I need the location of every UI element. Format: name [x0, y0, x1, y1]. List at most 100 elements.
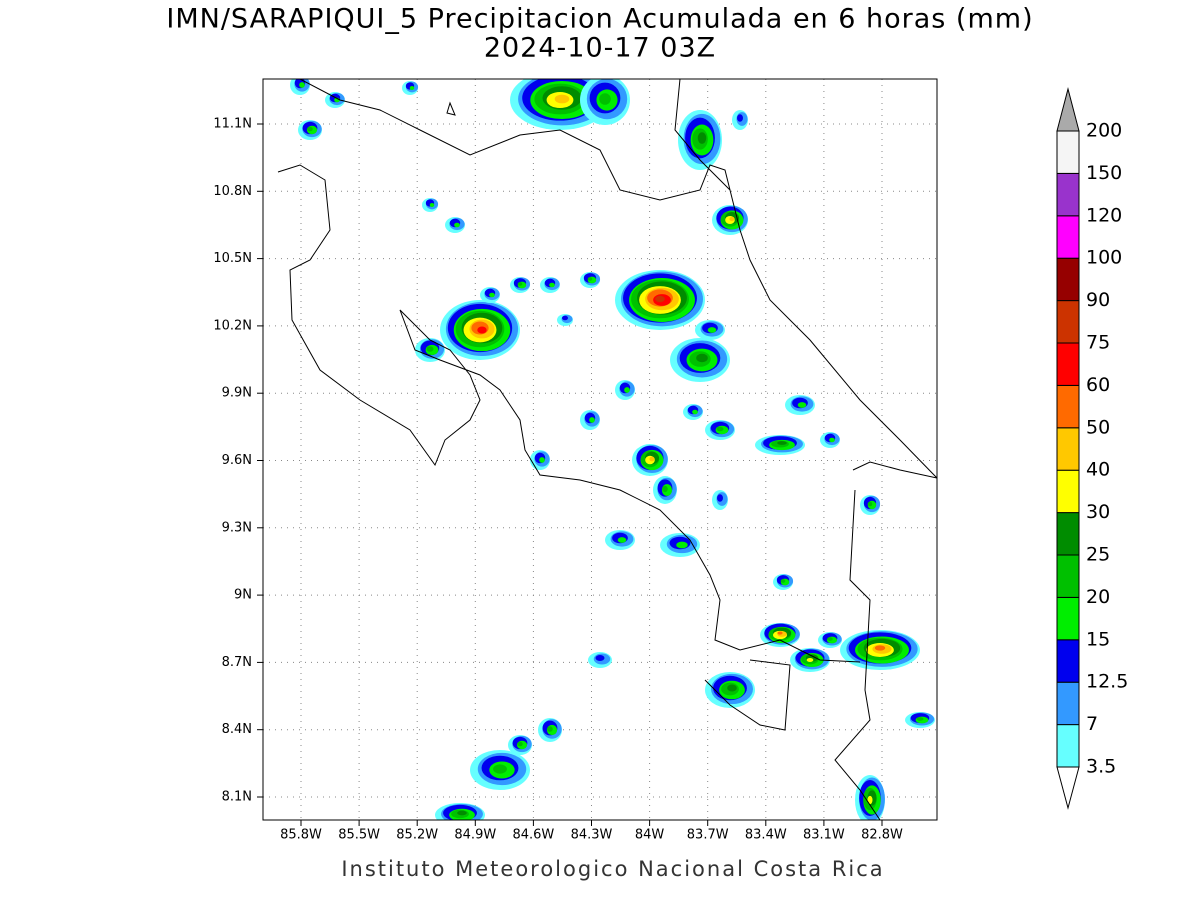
precip-contour: [589, 417, 595, 423]
precip-contour: [307, 126, 313, 132]
lon-tick-label: 83.4W: [745, 828, 787, 843]
precip-contour: [806, 658, 814, 662]
colorbar-label: 50: [1086, 416, 1110, 438]
precip-contour: [777, 441, 787, 445]
precip-contour: [797, 402, 807, 408]
colorbar-label: 15: [1086, 628, 1110, 650]
caribbean-coast: [674, 79, 937, 479]
precip-contour: [717, 494, 723, 502]
map-subtitle: 2024-10-17 03Z: [484, 33, 716, 64]
lat-tick-label: 10.5N: [213, 251, 252, 266]
precip-contour: [729, 216, 735, 222]
precip-contour: [493, 764, 507, 774]
precip-contour: [454, 222, 460, 228]
precip-contour: [692, 409, 698, 415]
colorbar-swatch: [1056, 257, 1080, 302]
colorbar-swatch: [1056, 172, 1080, 217]
precip-contour: [409, 86, 415, 90]
precip-contour: [649, 456, 655, 462]
precip-contour: [624, 387, 630, 393]
lat-tick-label: 9.3N: [222, 520, 252, 535]
colorbar-over: [1056, 87, 1080, 132]
lon-tick-label: 84.9W: [454, 828, 496, 843]
grid: [257, 79, 937, 826]
precip-contour: [707, 327, 717, 333]
colorbar-label: 200: [1086, 120, 1122, 142]
colorbar-label: 120: [1086, 204, 1122, 226]
precip-contour: [716, 426, 724, 432]
colorbar-swatch: [1056, 681, 1080, 726]
pacific-coast: [277, 164, 861, 663]
precip-contour: [517, 741, 523, 747]
colorbar-label: 7: [1086, 713, 1098, 735]
precip-contour: [587, 277, 593, 281]
precip-contour: [489, 292, 495, 298]
precip-contour: [727, 684, 737, 692]
colorbar-label: 25: [1086, 544, 1110, 566]
precip-contour: [549, 282, 555, 288]
precip-contour: [457, 810, 467, 816]
precip-contour: [599, 93, 611, 105]
precip-contour: [780, 579, 786, 583]
osa-peninsula: [704, 659, 791, 731]
precip-contour: [737, 114, 743, 122]
colorbar-label: 20: [1086, 586, 1110, 608]
colorbar-swatch: [1056, 596, 1080, 641]
northern-border: [299, 79, 731, 201]
precip-contour: [829, 437, 835, 443]
lon-tick-label: 85.2W: [396, 828, 438, 843]
precip-contour: [617, 537, 627, 543]
map-title: IMN/SARAPIQUI_5 Precipitacion Acumulada …: [166, 4, 1033, 35]
precip-contour: [547, 726, 553, 732]
colorbar-swatch: [1056, 427, 1080, 471]
precip-contour: [827, 637, 833, 641]
colorbar-label: 75: [1086, 332, 1110, 354]
lon-tick-label: 85.8W: [280, 828, 322, 843]
colorbar-swatch: [1056, 554, 1080, 598]
precip-contour: [477, 326, 487, 334]
colorbar-label: 100: [1086, 247, 1122, 269]
precip-contour: [916, 717, 924, 721]
panama-coast: [834, 489, 881, 820]
precip-contour: [299, 82, 305, 88]
lon-tick-label: 85.5W: [338, 828, 380, 843]
colorbar-label: 60: [1086, 374, 1110, 396]
coastlines: [277, 79, 937, 820]
precip-contour: [562, 315, 568, 321]
precip-contour: [655, 295, 665, 303]
precip-contour: [867, 795, 873, 805]
colorbar-swatch: [1056, 639, 1080, 683]
precip-contour: [696, 353, 708, 363]
southern-border: [852, 461, 937, 479]
colorbar-label: 30: [1086, 501, 1110, 523]
precip-contour: [517, 282, 523, 286]
lon-tick-label: 82.8W: [861, 828, 903, 843]
precip-contour: [595, 655, 605, 661]
colorbar-label: 40: [1086, 459, 1110, 481]
lat-tick-label: 8.4N: [222, 722, 252, 737]
precip-contour: [554, 94, 570, 104]
precip-contour: [662, 485, 668, 493]
colorbar-swatch: [1056, 384, 1080, 429]
precip-contour: [867, 501, 873, 507]
lat-tick-label: 9.6N: [222, 453, 252, 468]
lat-tick-label: 8.7N: [222, 655, 252, 670]
lat-tick-label: 10.8N: [213, 184, 252, 199]
colorbar-swatch: [1056, 724, 1080, 768]
precip-contour: [426, 346, 434, 352]
colorbar-swatch: [1056, 215, 1080, 259]
lon-tick-label: 83.1W: [803, 828, 845, 843]
island: [446, 101, 456, 116]
colorbar-swatch: [1056, 469, 1080, 514]
colorbar-swatch: [1056, 512, 1080, 556]
lat-tick-label: 9N: [234, 588, 252, 603]
colorbar-label: 150: [1086, 162, 1122, 184]
lon-tick-label: 84W: [635, 828, 665, 843]
colorbar-swatch: [1056, 130, 1080, 174]
lat-tick-label: 10.2N: [213, 318, 252, 333]
precipitation-field: [290, 79, 935, 820]
colorbar-swatch: [1056, 342, 1080, 386]
lat-tick-label: 8.1N: [222, 790, 252, 805]
precip-contour: [874, 645, 886, 651]
